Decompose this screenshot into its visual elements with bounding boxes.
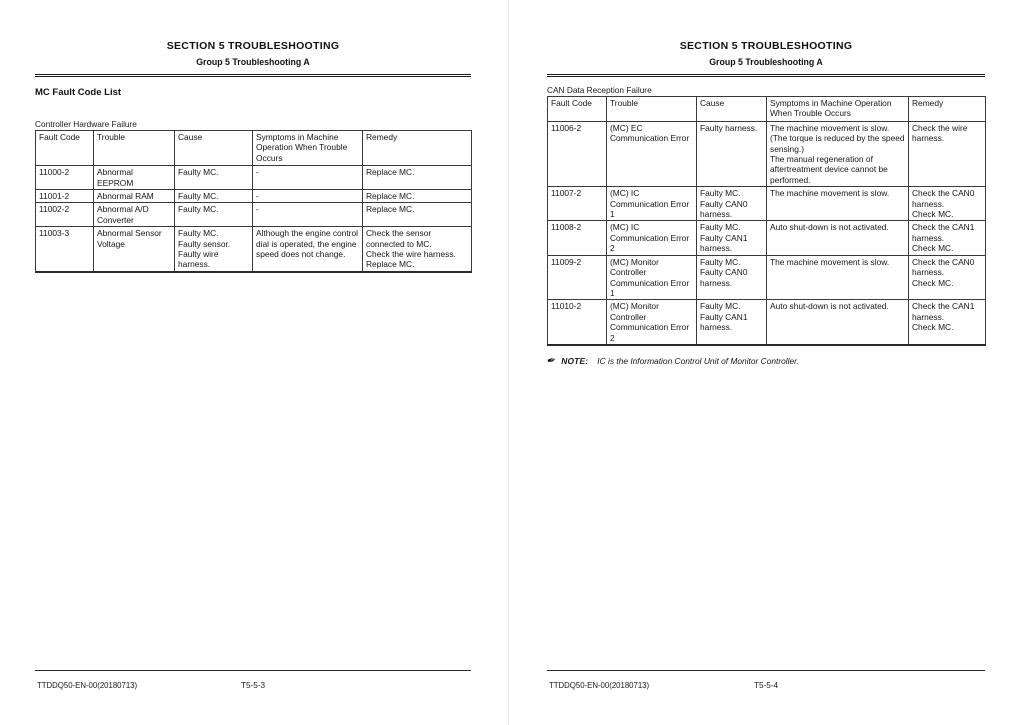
header-double-rule [35,74,471,77]
header-double-rule [547,74,985,77]
footer-doc-code: TTDDQ50-EN-00(20180713) [37,681,138,690]
table-cell: Faulty MC. [174,165,253,191]
group-title: Group 5 Troubleshooting A [709,57,823,67]
table-cell: (MC) Monitor Controller Communication Er… [606,299,697,346]
table-cell: Abnormal Sensor Voltage [93,226,175,273]
table-cell: Replace MC. [362,202,472,228]
note-text: IC is the Information Control Unit of Mo… [597,355,799,366]
table-cell: Although the engine control dial is oper… [252,226,363,273]
table-row: 11008-2 (MC) IC Communication Error 2 Faul… [547,220,986,256]
table-row: 11009-2 (MC) Monitor Controller Communica… [547,254,986,301]
table-cell: 11010-2 [547,299,607,346]
table-cell: Check the sensor connected to MC. Check … [362,226,472,273]
table-header-row: Fault Code Trouble Cause Symptoms in Machin… [35,129,472,167]
table-row: 11007-2 (MC) IC Communication Error 1 Faul… [547,186,986,222]
table-cell: Replace MC. [362,165,472,191]
table-cell: Check the CAN1 harness. Check MC. [908,220,986,256]
table-cell: 11003-3 [35,226,94,273]
column-header: Cause [696,96,767,122]
table-cell: 11007-2 [547,186,607,222]
group-title: Group 5 Troubleshooting A [196,57,310,67]
table-cell: - [252,202,363,228]
table-header-row: Fault Code Trouble Cause Symptoms in Machin… [547,96,986,122]
footer-doc-code: TTDDQ50-EN-00(20180713) [549,681,650,690]
page-heading: MC Fault Code List [35,87,122,98]
table-cell: Faulty MC. Faulty CAN1 harness. [696,299,767,346]
column-header: Fault Code [35,129,94,167]
table-cell: The machine movement is slow. [766,254,909,301]
table-cell: Abnormal EEPROM [93,165,175,191]
note-pen-icon: ✒ [545,354,558,368]
column-header: Trouble [606,96,697,122]
table-cell: (MC) EC Communication Error [606,120,697,188]
table-cell: - [252,189,363,204]
table-cell: (MC) Monitor Controller Communication Er… [606,254,697,301]
table-cell: 11000-2 [35,165,94,191]
table-cell: The machine movement is slow. (The torqu… [766,120,909,188]
table-cell: Check the wire harness. [908,120,986,188]
table-cell: Abnormal RAM [93,189,175,204]
table-cell: (MC) IC Communication Error 1 [606,186,697,222]
table-row: 11010-2 (MC) Monitor Controller Communica… [547,299,986,346]
table-cell: 11008-2 [547,220,607,256]
table-row: 11006-2 (MC) EC Communication Error Faulty… [547,120,986,188]
table-cell: Faulty MC. Faulty CAN1 harness. [696,220,767,256]
table-cell: Auto shut-down is not activated. [766,299,909,346]
table-cell: Abnormal A/D Converter [93,202,175,228]
section-title: SECTION 5 TROUBLESHOOTING [166,40,340,52]
column-header: Symptoms in Machine Operation When Troub… [252,129,363,167]
page-footer: TTDDQ50-EN-00(20180713) T5-5-4 [547,670,985,690]
manual-page-right: SECTION 5 TROUBLESHOOTING Group 5 Troubl… [508,0,1016,725]
column-header: Remedy [908,96,986,122]
table-cell: 11006-2 [547,120,607,188]
manual-page-left: SECTION 5 TROUBLESHOOTING Group 5 Troubl… [0,0,508,725]
table-cell: - [252,165,363,191]
column-header: Cause [174,129,253,167]
table-row: 11001-2 Abnormal RAM Faulty MC. - Replace MC… [35,189,472,204]
table-cell: Faulty MC. [174,189,253,204]
note: ✒ NOTE: IC is the Information Control Un… [545,354,985,368]
table-cell: 11001-2 [35,189,94,204]
table-cell: The machine movement is slow. [766,186,909,222]
column-header: Fault Code [547,96,607,122]
table-cell: (MC) IC Communication Error 2 [606,220,697,256]
table-cell: Faulty MC. Faulty CAN0 harness. [696,186,767,222]
table-cell: Faulty MC. Faulty CAN0 harness. [696,254,767,301]
section-title: SECTION 5 TROUBLESHOOTING [679,40,853,52]
fault-code-table-hardware: Fault Code Trouble Cause Symptoms in Machin… [35,129,472,273]
table-row: 11002-2 Abnormal A/D Converter Faulty MC. -… [35,202,472,228]
column-header: Symptoms in Machine Operation When Troub… [766,96,909,122]
table-row: 11000-2 Abnormal EEPROM Faulty MC. - Replace… [35,165,472,191]
fault-code-table-can: Fault Code Trouble Cause Symptoms in Machin… [547,96,986,346]
table-cell: 11009-2 [547,254,607,301]
column-header: Trouble [93,129,175,167]
table-row: 11003-3 Abnormal Sensor Voltage Faulty MC.… [35,226,472,273]
table-caption: Controller Hardware Failure [35,119,137,129]
table-cell: Faulty harness. [696,120,767,188]
footer-page-number: T5-5-4 [753,681,779,690]
table-caption: CAN Data Reception Failure [547,85,652,95]
table-cell: Check the CAN1 harness. Check MC. [908,299,986,346]
table-cell: 11002-2 [35,202,94,228]
footer-page-number: T5-5-3 [240,681,266,690]
table-cell: Faulty MC. [174,202,253,228]
table-cell: Faulty MC. Faulty sensor. Faulty wire ha… [174,226,253,273]
table-cell: Auto shut-down is not activated. [766,220,909,256]
note-label: NOTE: [561,355,589,366]
page-footer: TTDDQ50-EN-00(20180713) T5-5-3 [35,670,471,690]
column-header: Remedy [362,129,472,167]
table-cell: Replace MC. [362,189,472,204]
table-cell: Check the CAN0 harness. Check MC. [908,186,986,222]
table-cell: Check the CAN0 harness. Check MC. [908,254,986,301]
